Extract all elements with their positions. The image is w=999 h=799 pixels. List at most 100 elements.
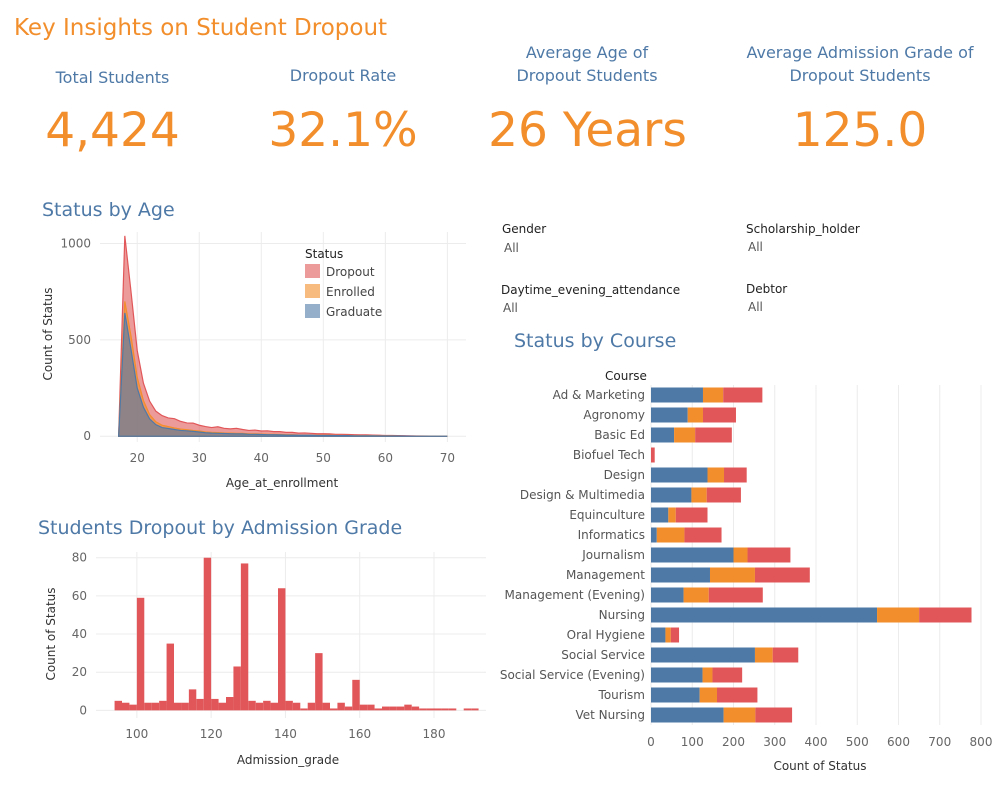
course-bar-enrolled[interactable] [699,687,717,703]
grade-bar[interactable] [196,698,204,711]
grade-bar[interactable] [292,702,301,711]
course-bar-graduate[interactable] [651,467,708,483]
grade-bar[interactable] [330,708,338,711]
course-bar-graduate[interactable] [651,567,710,583]
filter-gender-dropdown[interactable]: All [504,241,519,255]
grade-bar[interactable] [441,708,449,711]
grade-bar[interactable] [218,702,226,711]
course-bar-dropout[interactable] [684,527,722,543]
grade-bar[interactable] [151,702,160,711]
grade-bar[interactable] [181,702,189,711]
grade-bar[interactable] [344,706,353,711]
grade-bar[interactable] [352,679,360,711]
course-bar-graduate[interactable] [651,627,666,643]
grade-bar[interactable] [129,704,137,711]
grade-bar[interactable] [114,700,122,711]
grade-bar[interactable] [404,704,412,711]
grade-bar[interactable] [463,708,472,711]
grade-bar[interactable] [337,702,345,711]
grade-bar[interactable] [434,708,442,711]
age-legend-entry[interactable]: Enrolled [326,285,375,299]
course-bar-enrolled[interactable] [754,647,773,663]
course-bar-dropout[interactable] [754,567,810,583]
grade-bar[interactable] [396,706,405,711]
course-bar-dropout[interactable] [702,407,736,423]
course-bar-dropout[interactable] [724,467,747,483]
course-bar-dropout[interactable] [651,447,655,463]
course-bar-dropout[interactable] [919,607,972,623]
filter-attendance-dropdown[interactable]: All [503,301,518,315]
course-bar-enrolled[interactable] [668,507,676,523]
course-bar-dropout[interactable] [723,387,763,403]
grade-bar[interactable] [122,702,130,711]
course-bar-graduate[interactable] [651,547,734,563]
grade-bar[interactable] [233,666,241,711]
course-bar-graduate[interactable] [651,647,755,663]
course-bar-graduate[interactable] [651,427,675,443]
course-bar-graduate[interactable] [651,707,724,723]
grade-bar[interactable] [382,706,390,711]
age-area-graduate[interactable] [117,312,448,437]
grade-bar[interactable] [374,708,382,711]
grade-bar[interactable] [211,698,219,711]
grade-bar[interactable] [263,700,271,711]
course-bar-enrolled[interactable] [702,387,724,403]
grade-bar[interactable] [300,708,308,711]
course-bar-graduate[interactable] [651,387,703,403]
grade-bar[interactable] [367,704,375,711]
course-bar-graduate[interactable] [651,507,669,523]
course-bar-enrolled[interactable] [723,707,756,723]
course-bar-enrolled[interactable] [709,567,755,583]
course-bar-graduate[interactable] [651,667,703,683]
course-bar-dropout[interactable] [670,627,680,643]
grade-bar[interactable] [389,706,397,711]
age-legend-entry[interactable]: Graduate [326,305,382,319]
course-bar-graduate[interactable] [651,587,684,603]
course-bar-graduate[interactable] [651,487,692,503]
grade-bar[interactable] [322,702,330,711]
filter-debtor-dropdown[interactable]: All [748,300,763,314]
grade-bar[interactable] [203,557,212,711]
course-bar-dropout[interactable] [706,487,741,503]
grade-bar[interactable] [359,704,368,711]
course-bar-dropout[interactable] [755,707,793,723]
course-bar-dropout[interactable] [708,587,763,603]
grade-bar[interactable] [270,702,278,711]
course-bar-dropout[interactable] [772,647,799,663]
course-bar-graduate[interactable] [651,687,700,703]
grade-bar[interactable] [471,708,479,711]
grade-bar[interactable] [255,702,264,711]
grade-bar[interactable] [278,588,286,711]
course-bar-dropout[interactable] [717,687,758,703]
grade-bar[interactable] [144,702,152,711]
course-bar-enrolled[interactable] [877,607,920,623]
course-bar-graduate[interactable] [651,527,657,543]
grade-bar[interactable] [159,700,167,711]
course-bar-enrolled[interactable] [691,487,707,503]
grade-bar[interactable] [419,708,427,711]
course-bar-dropout[interactable] [747,547,791,563]
course-bar-dropout[interactable] [695,427,732,443]
grade-bar[interactable] [188,689,197,711]
grade-bar[interactable] [136,597,145,711]
course-bar-enrolled[interactable] [683,587,709,603]
grade-bar[interactable] [315,653,323,711]
grade-bar[interactable] [174,702,182,711]
course-bar-enrolled[interactable] [656,527,685,543]
course-bar-enrolled[interactable] [674,427,696,443]
course-bar-enrolled[interactable] [702,667,713,683]
grade-bar[interactable] [226,697,234,711]
grade-bar[interactable] [411,706,420,711]
grade-bar[interactable] [448,708,457,711]
grade-bar[interactable] [248,700,256,711]
grade-bar[interactable] [240,563,249,711]
course-bar-enrolled[interactable] [733,547,748,563]
course-bar-graduate[interactable] [651,607,878,623]
course-bar-dropout[interactable] [675,507,708,523]
age-legend-entry[interactable]: Dropout [326,265,375,279]
grade-bar[interactable] [166,643,174,711]
grade-bar[interactable] [285,700,293,711]
course-bar-dropout[interactable] [712,667,743,683]
course-bar-enrolled[interactable] [707,467,725,483]
course-bar-enrolled[interactable] [687,407,703,423]
